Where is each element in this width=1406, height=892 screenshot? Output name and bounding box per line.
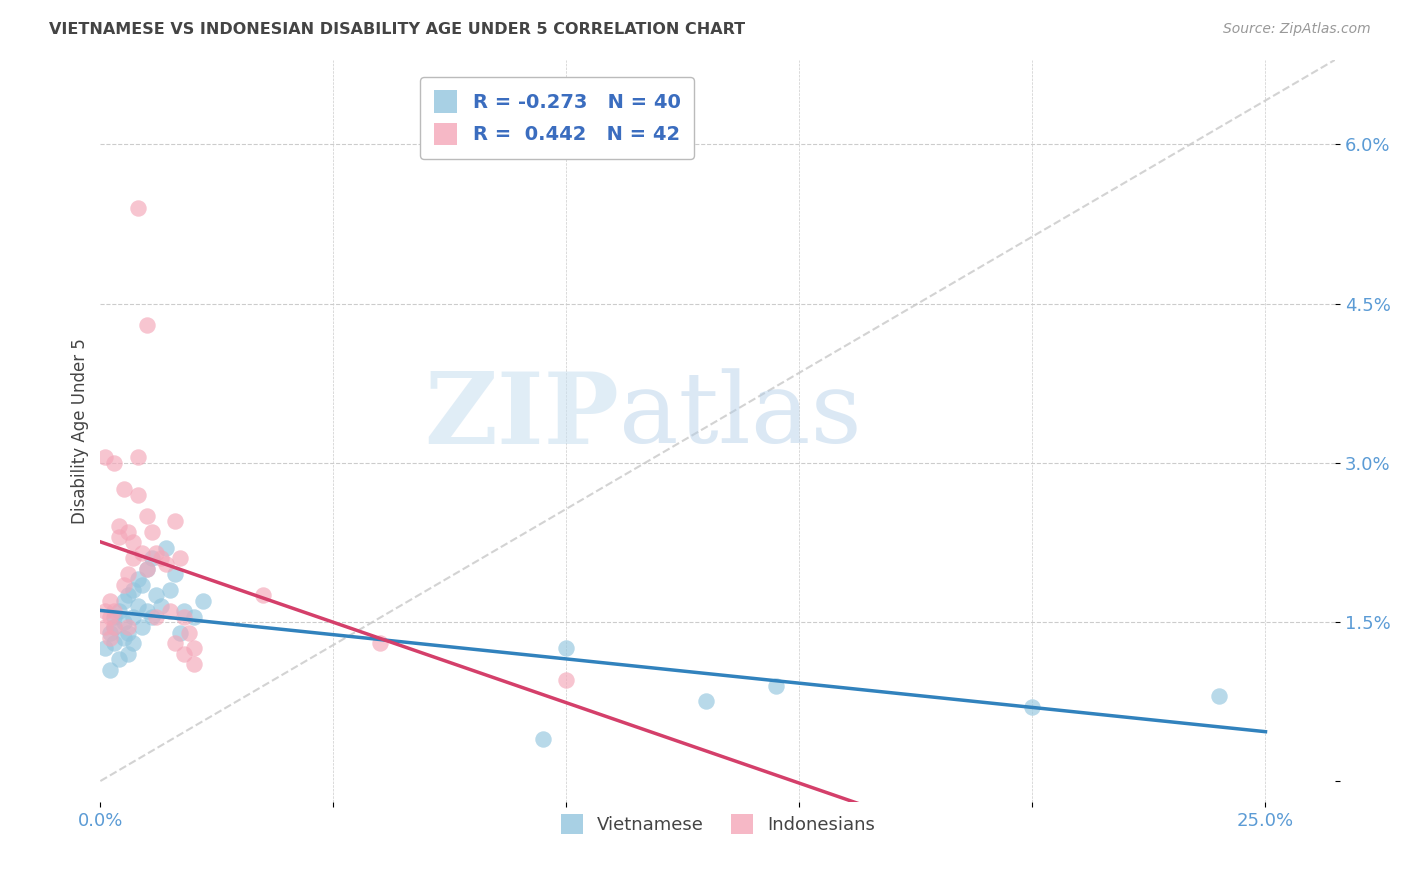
Point <box>155 557 177 571</box>
Point <box>94 641 117 656</box>
Point <box>173 647 195 661</box>
Point <box>183 657 205 672</box>
Text: VIETNAMESE VS INDONESIAN DISABILITY AGE UNDER 5 CORRELATION CHART: VIETNAMESE VS INDONESIAN DISABILITY AGE … <box>49 22 745 37</box>
Point <box>127 450 149 465</box>
Text: ZIP: ZIP <box>425 368 619 465</box>
Point <box>103 620 125 634</box>
Point <box>108 652 131 666</box>
Point <box>145 609 167 624</box>
Point <box>112 578 135 592</box>
Point <box>136 562 159 576</box>
Point <box>555 673 578 688</box>
Point <box>177 625 200 640</box>
Point <box>141 551 163 566</box>
Point <box>117 620 139 634</box>
Point <box>163 567 186 582</box>
Point <box>191 593 214 607</box>
Point <box>173 609 195 624</box>
Point <box>112 483 135 497</box>
Point <box>98 609 121 624</box>
Point <box>94 620 117 634</box>
Point <box>145 546 167 560</box>
Point <box>112 631 135 645</box>
Point <box>117 647 139 661</box>
Point <box>1208 689 1230 703</box>
Point <box>98 663 121 677</box>
Point <box>163 636 186 650</box>
Point <box>141 609 163 624</box>
Text: Source: ZipAtlas.com: Source: ZipAtlas.com <box>1223 22 1371 37</box>
Y-axis label: Disability Age Under 5: Disability Age Under 5 <box>72 338 89 524</box>
Point <box>159 604 181 618</box>
Point <box>141 524 163 539</box>
Point <box>136 604 159 618</box>
Point <box>127 573 149 587</box>
Point <box>169 551 191 566</box>
Point <box>98 625 121 640</box>
Point <box>183 641 205 656</box>
Point <box>122 609 145 624</box>
Point <box>103 456 125 470</box>
Point <box>159 583 181 598</box>
Point <box>149 551 172 566</box>
Point <box>252 588 274 602</box>
Point <box>695 694 717 708</box>
Point <box>149 599 172 613</box>
Point <box>103 604 125 618</box>
Point <box>94 604 117 618</box>
Point <box>122 535 145 549</box>
Text: atlas: atlas <box>619 368 862 464</box>
Point <box>169 625 191 640</box>
Point <box>117 567 139 582</box>
Point <box>108 604 131 618</box>
Point <box>531 731 554 746</box>
Point <box>127 599 149 613</box>
Point <box>112 615 135 629</box>
Point <box>555 641 578 656</box>
Point <box>122 551 145 566</box>
Point <box>173 604 195 618</box>
Point <box>155 541 177 555</box>
Point <box>98 593 121 607</box>
Point <box>98 631 121 645</box>
Point <box>183 609 205 624</box>
Point <box>127 487 149 501</box>
Point <box>368 636 391 650</box>
Point <box>131 620 153 634</box>
Point <box>122 636 145 650</box>
Legend: Vietnamese, Indonesians: Vietnamese, Indonesians <box>550 803 886 846</box>
Point <box>122 583 145 598</box>
Point <box>103 636 125 650</box>
Point <box>1021 699 1043 714</box>
Point <box>136 508 159 523</box>
Point <box>103 620 125 634</box>
Point <box>127 201 149 215</box>
Point <box>108 519 131 533</box>
Point <box>145 588 167 602</box>
Point <box>103 609 125 624</box>
Point <box>94 450 117 465</box>
Point <box>765 679 787 693</box>
Point <box>117 524 139 539</box>
Point <box>131 546 153 560</box>
Point <box>131 578 153 592</box>
Point <box>117 625 139 640</box>
Point <box>117 588 139 602</box>
Point <box>136 318 159 332</box>
Point <box>112 593 135 607</box>
Point <box>108 530 131 544</box>
Point <box>163 514 186 528</box>
Point <box>136 562 159 576</box>
